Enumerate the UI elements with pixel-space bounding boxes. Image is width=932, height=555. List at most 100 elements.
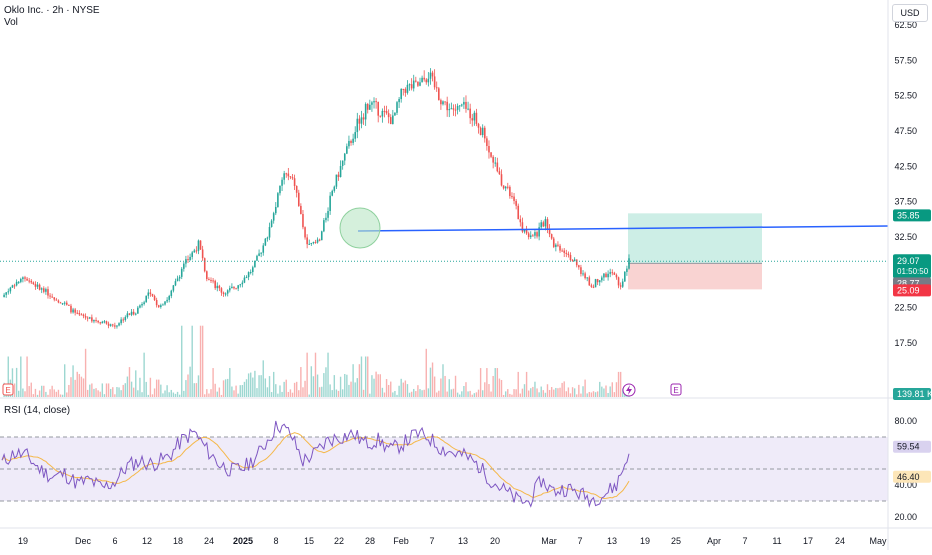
candle-body[interactable] — [569, 254, 572, 261]
candle-body[interactable] — [252, 267, 254, 273]
candle-body[interactable] — [492, 156, 494, 163]
candle-body[interactable] — [329, 195, 331, 212]
candle-body[interactable] — [490, 152, 492, 157]
candle-body[interactable] — [180, 268, 183, 277]
candle-body[interactable] — [580, 267, 582, 274]
candle-body[interactable] — [160, 305, 162, 307]
candle-body[interactable] — [137, 307, 139, 314]
candle-body[interactable] — [166, 299, 168, 302]
candle-body[interactable] — [45, 289, 47, 292]
candle-body[interactable] — [389, 117, 392, 125]
candle-body[interactable] — [561, 250, 563, 252]
candle-body[interactable] — [385, 110, 388, 114]
candle-body[interactable] — [281, 179, 283, 186]
candle-body[interactable] — [88, 317, 91, 319]
candle-body[interactable] — [176, 278, 179, 282]
candle-body[interactable] — [235, 288, 237, 290]
candle-body[interactable] — [550, 234, 553, 239]
candle-body[interactable] — [302, 214, 304, 228]
candle-body[interactable] — [249, 272, 252, 274]
candle-body[interactable] — [383, 110, 386, 112]
rsi-pane[interactable] — [0, 420, 888, 508]
candle-body[interactable] — [578, 265, 580, 268]
candle-body[interactable] — [49, 295, 51, 297]
candle-body[interactable] — [573, 259, 576, 262]
candle-body[interactable] — [404, 89, 407, 93]
candle-body[interactable] — [605, 273, 607, 278]
candle-body[interactable] — [527, 233, 530, 238]
candle-body[interactable] — [318, 239, 321, 241]
candle-body[interactable] — [153, 295, 156, 300]
candle-body[interactable] — [183, 263, 185, 269]
candle-body[interactable] — [151, 293, 154, 296]
candle-body[interactable] — [162, 304, 164, 306]
candle-body[interactable] — [178, 276, 181, 279]
candle-body[interactable] — [107, 323, 110, 326]
candle-body[interactable] — [239, 284, 242, 286]
highlight-circle[interactable] — [339, 207, 381, 249]
candle-body[interactable] — [168, 296, 170, 300]
candle-body[interactable] — [91, 317, 93, 322]
candle-body[interactable] — [53, 297, 56, 300]
candle-body[interactable] — [586, 277, 588, 279]
candle-body[interactable] — [268, 226, 271, 238]
candle-body[interactable] — [93, 320, 95, 322]
candle-body[interactable] — [310, 242, 313, 244]
candle-body[interactable] — [337, 174, 340, 178]
rsi-line[interactable] — [1, 420, 630, 508]
candle-body[interactable] — [552, 238, 555, 247]
candle-body[interactable] — [592, 286, 595, 288]
candle-body[interactable] — [26, 278, 28, 281]
symbol-title[interactable]: Oklo Inc. · 2h · NYSE — [4, 5, 100, 16]
candle-body[interactable] — [97, 321, 99, 323]
candle-body[interactable] — [394, 112, 396, 116]
candle-body[interactable] — [450, 108, 453, 110]
candle-body[interactable] — [415, 80, 417, 82]
candle-body[interactable] — [398, 99, 400, 103]
candle-body[interactable] — [448, 109, 451, 111]
candle-body[interactable] — [509, 186, 511, 197]
candle-body[interactable] — [139, 305, 141, 308]
candle-body[interactable] — [256, 255, 258, 261]
candle-body[interactable] — [325, 217, 327, 221]
candle-body[interactable] — [297, 192, 300, 206]
candle-body[interactable] — [266, 237, 269, 239]
candle-body[interactable] — [214, 280, 216, 289]
candle-body[interactable] — [172, 285, 175, 291]
candle-body[interactable] — [226, 290, 229, 294]
candle-body[interactable] — [456, 106, 459, 110]
candle-body[interactable] — [346, 146, 348, 154]
candle-body[interactable] — [358, 118, 361, 124]
candle-body[interactable] — [548, 228, 551, 235]
candle-body[interactable] — [206, 271, 208, 280]
candle-body[interactable] — [316, 239, 319, 243]
candle-body[interactable] — [364, 104, 367, 120]
candle-body[interactable] — [210, 279, 212, 281]
candle-body[interactable] — [396, 102, 398, 113]
candle-body[interactable] — [245, 277, 248, 279]
candle-body[interactable] — [381, 110, 384, 117]
candle-body[interactable] — [216, 285, 219, 289]
candle-body[interactable] — [515, 200, 517, 206]
candle-body[interactable] — [304, 227, 306, 238]
candle-body[interactable] — [626, 268, 628, 272]
candle-body[interactable] — [109, 324, 112, 326]
candle-body[interactable] — [241, 282, 244, 285]
candle-body[interactable] — [471, 118, 474, 121]
candle-body[interactable] — [412, 80, 415, 89]
candle-body[interactable] — [260, 252, 262, 254]
candle-body[interactable] — [61, 303, 64, 305]
candle-body[interactable] — [254, 260, 256, 268]
candle-body[interactable] — [477, 123, 480, 128]
candle-body[interactable] — [546, 219, 549, 229]
candle-body[interactable] — [323, 220, 325, 232]
candle-body[interactable] — [458, 105, 461, 107]
candle-body[interactable] — [431, 72, 434, 77]
candle-body[interactable] — [174, 281, 177, 286]
candle-body[interactable] — [534, 232, 536, 236]
candle-body[interactable] — [15, 281, 18, 286]
candle-body[interactable] — [360, 117, 363, 124]
candle-body[interactable] — [72, 309, 74, 313]
candle-body[interactable] — [36, 284, 39, 287]
